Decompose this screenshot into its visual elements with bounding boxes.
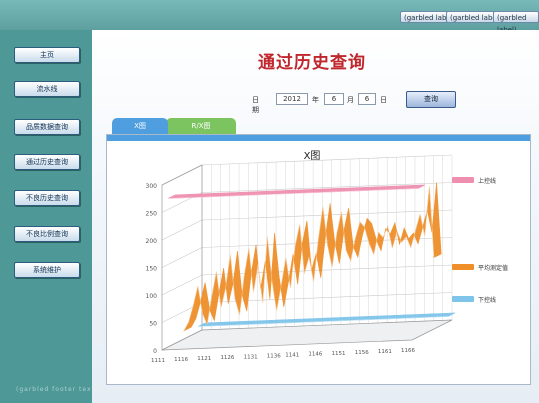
top-button-3[interactable]: (garbled label) xyxy=(493,11,539,34)
legend-label: 平均测定值 xyxy=(478,264,508,272)
legend-label: 上控线 xyxy=(478,177,496,185)
tab-x-chart[interactable]: X图 xyxy=(112,118,168,134)
series-edge-1 xyxy=(183,186,435,331)
x-tick-label: 1136 xyxy=(267,353,281,359)
tab-r-x-chart[interactable]: R/X图 xyxy=(166,118,236,134)
grid-line xyxy=(161,274,203,296)
series-ribbon-0 xyxy=(167,184,426,199)
sidebar-item-quality-query[interactable]: 品质数据查询 xyxy=(14,119,80,135)
grid-line xyxy=(201,182,453,193)
chart-floor xyxy=(161,319,453,351)
x-tick-label: 1116 xyxy=(174,357,188,363)
date-label: 日期 xyxy=(252,96,259,114)
grid-line xyxy=(201,154,453,166)
sidebar: 主页 流水线 品质数据查询 通过历史查询 不良历史查询 不良比例查询 系统维护 xyxy=(0,30,92,403)
main-content: 通过历史查询 日期 2012 年 6 月 6 日 查询 R/X图 X图 0 50 1… xyxy=(92,30,539,403)
legend-label: 下控线 xyxy=(478,296,496,304)
grid-line xyxy=(161,247,203,268)
y-tick-label: 0 xyxy=(153,348,157,355)
series-ribbon-1 xyxy=(183,182,442,332)
y-tick-label: 200 xyxy=(146,238,158,245)
month-field[interactable]: 6 xyxy=(324,93,344,105)
x-tick-label: 1121 xyxy=(197,356,211,362)
chart-title: X图 xyxy=(304,150,321,162)
y-tick-label: 150 xyxy=(146,266,158,273)
series-edge-0 xyxy=(167,188,419,199)
year-field[interactable]: 2012 xyxy=(276,93,308,105)
year-unit: 年 xyxy=(312,96,319,104)
sidebar-item-pipeline[interactable]: 流水线 xyxy=(14,81,80,97)
sidebar-item-home[interactable]: 主页 xyxy=(14,47,80,63)
x-tick-label: 1111 xyxy=(151,358,165,364)
sidebar-item-defect-history[interactable]: 不良历史查询 xyxy=(14,190,80,206)
x-tick-label: 1131 xyxy=(244,354,258,360)
page-title: 通过历史查询 xyxy=(258,53,366,73)
x-tick-label: 1126 xyxy=(220,355,234,361)
sidebar-item-system[interactable]: 系统维护 xyxy=(14,262,80,278)
series-edge-2 xyxy=(197,316,449,327)
day-field[interactable]: 6 xyxy=(358,93,376,105)
x-tick-label: 1141 xyxy=(285,353,299,359)
legend-swatch xyxy=(452,177,474,183)
grid-line xyxy=(201,209,453,221)
sidebar-item-defect-ratio[interactable]: 不良比例查询 xyxy=(14,226,80,242)
query-button[interactable]: 查询 xyxy=(406,91,456,108)
month-unit: 月 xyxy=(347,96,354,104)
day-unit: 日 xyxy=(380,96,387,104)
y-tick-label: 100 xyxy=(146,293,158,300)
legend-swatch xyxy=(452,296,474,302)
x-tick-label: 1146 xyxy=(308,352,322,358)
chart-panel: 0 50 100 150 200 250 300 1111 1116 1121 1126 1131 11… xyxy=(106,134,531,385)
top-bar: (garbled label) (garbled label) (garbled… xyxy=(0,0,539,34)
x-tick-label: 1161 xyxy=(378,349,392,355)
grid-line xyxy=(201,264,453,276)
x-tick-label: 1151 xyxy=(332,351,346,357)
x-tick-label: 1166 xyxy=(401,348,415,354)
y-tick-label: 300 xyxy=(146,183,158,190)
x-chart: 0 50 100 150 200 250 300 1111 1116 1121 1126 1131 11… xyxy=(146,150,508,364)
y-tick-label: 50 xyxy=(149,321,157,328)
sidebar-footer: (garbled footer text) xyxy=(16,386,99,393)
sidebar-item-pass-history[interactable]: 通过历史查询 xyxy=(14,154,80,170)
y-tick-label: 250 xyxy=(146,211,158,218)
legend-swatch xyxy=(452,264,474,270)
panel-header-band xyxy=(107,135,530,141)
grid-line xyxy=(161,219,203,241)
x-tick-label: 1156 xyxy=(355,350,369,356)
